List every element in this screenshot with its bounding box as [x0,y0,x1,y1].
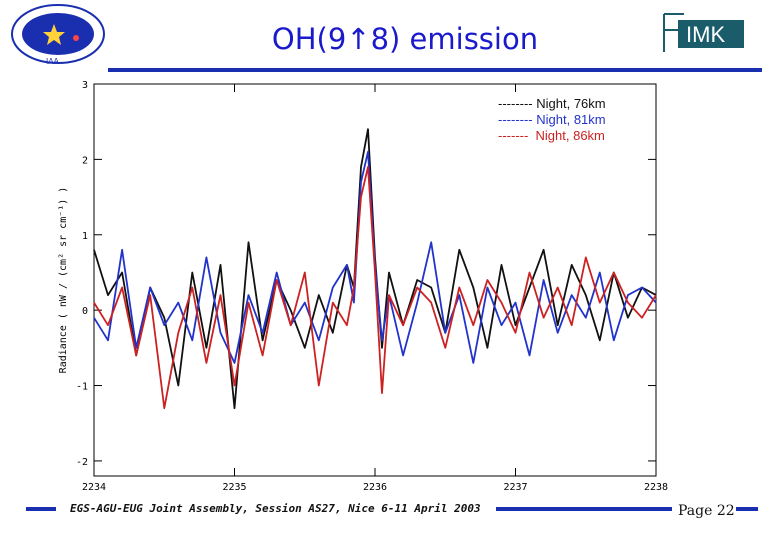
imk-logo-text: IMK [686,22,725,48]
title-divider [108,68,762,72]
y-axis-label: Radiance ( nW / (cm² sr cm⁻¹) ) [58,187,69,374]
footer-rule-left [26,507,56,511]
y-tick-label-3: 3 [82,80,88,91]
x-tick-label-2236: 2236 [363,482,387,493]
x-tick-label-2234: 2234 [82,482,106,493]
iaa-logo-text: IAA [46,57,59,66]
y-tick-label--2: -2 [76,457,88,468]
legend-entry-86km: ------- Night, 86km [498,128,606,144]
page-number: Page 22 [678,503,735,519]
y-tick-label-2: 2 [82,155,88,166]
x-tick-label-2238: 2238 [644,482,668,493]
x-tick-label-2237: 2237 [503,482,527,493]
y-tick-label--1: -1 [76,382,88,393]
chart-legend: -------- Night, 76km -------- Night, 81k… [498,96,606,144]
series-line-night-86km [94,167,656,408]
footer-rule-middle [496,507,672,511]
footer-text: EGS-AGU-EUG Joint Assembly, Session AS27… [70,502,481,515]
y-tick-label-0: 0 [82,306,88,317]
legend-entry-81km: -------- Night, 81km [498,112,606,128]
x-tick-label-2235: 2235 [222,482,246,493]
imk-logo: IMK [658,10,748,56]
footer-rule-right [736,507,758,511]
legend-entry-76km: -------- Night, 76km [498,96,606,112]
y-tick-label-1: 1 [82,231,88,242]
